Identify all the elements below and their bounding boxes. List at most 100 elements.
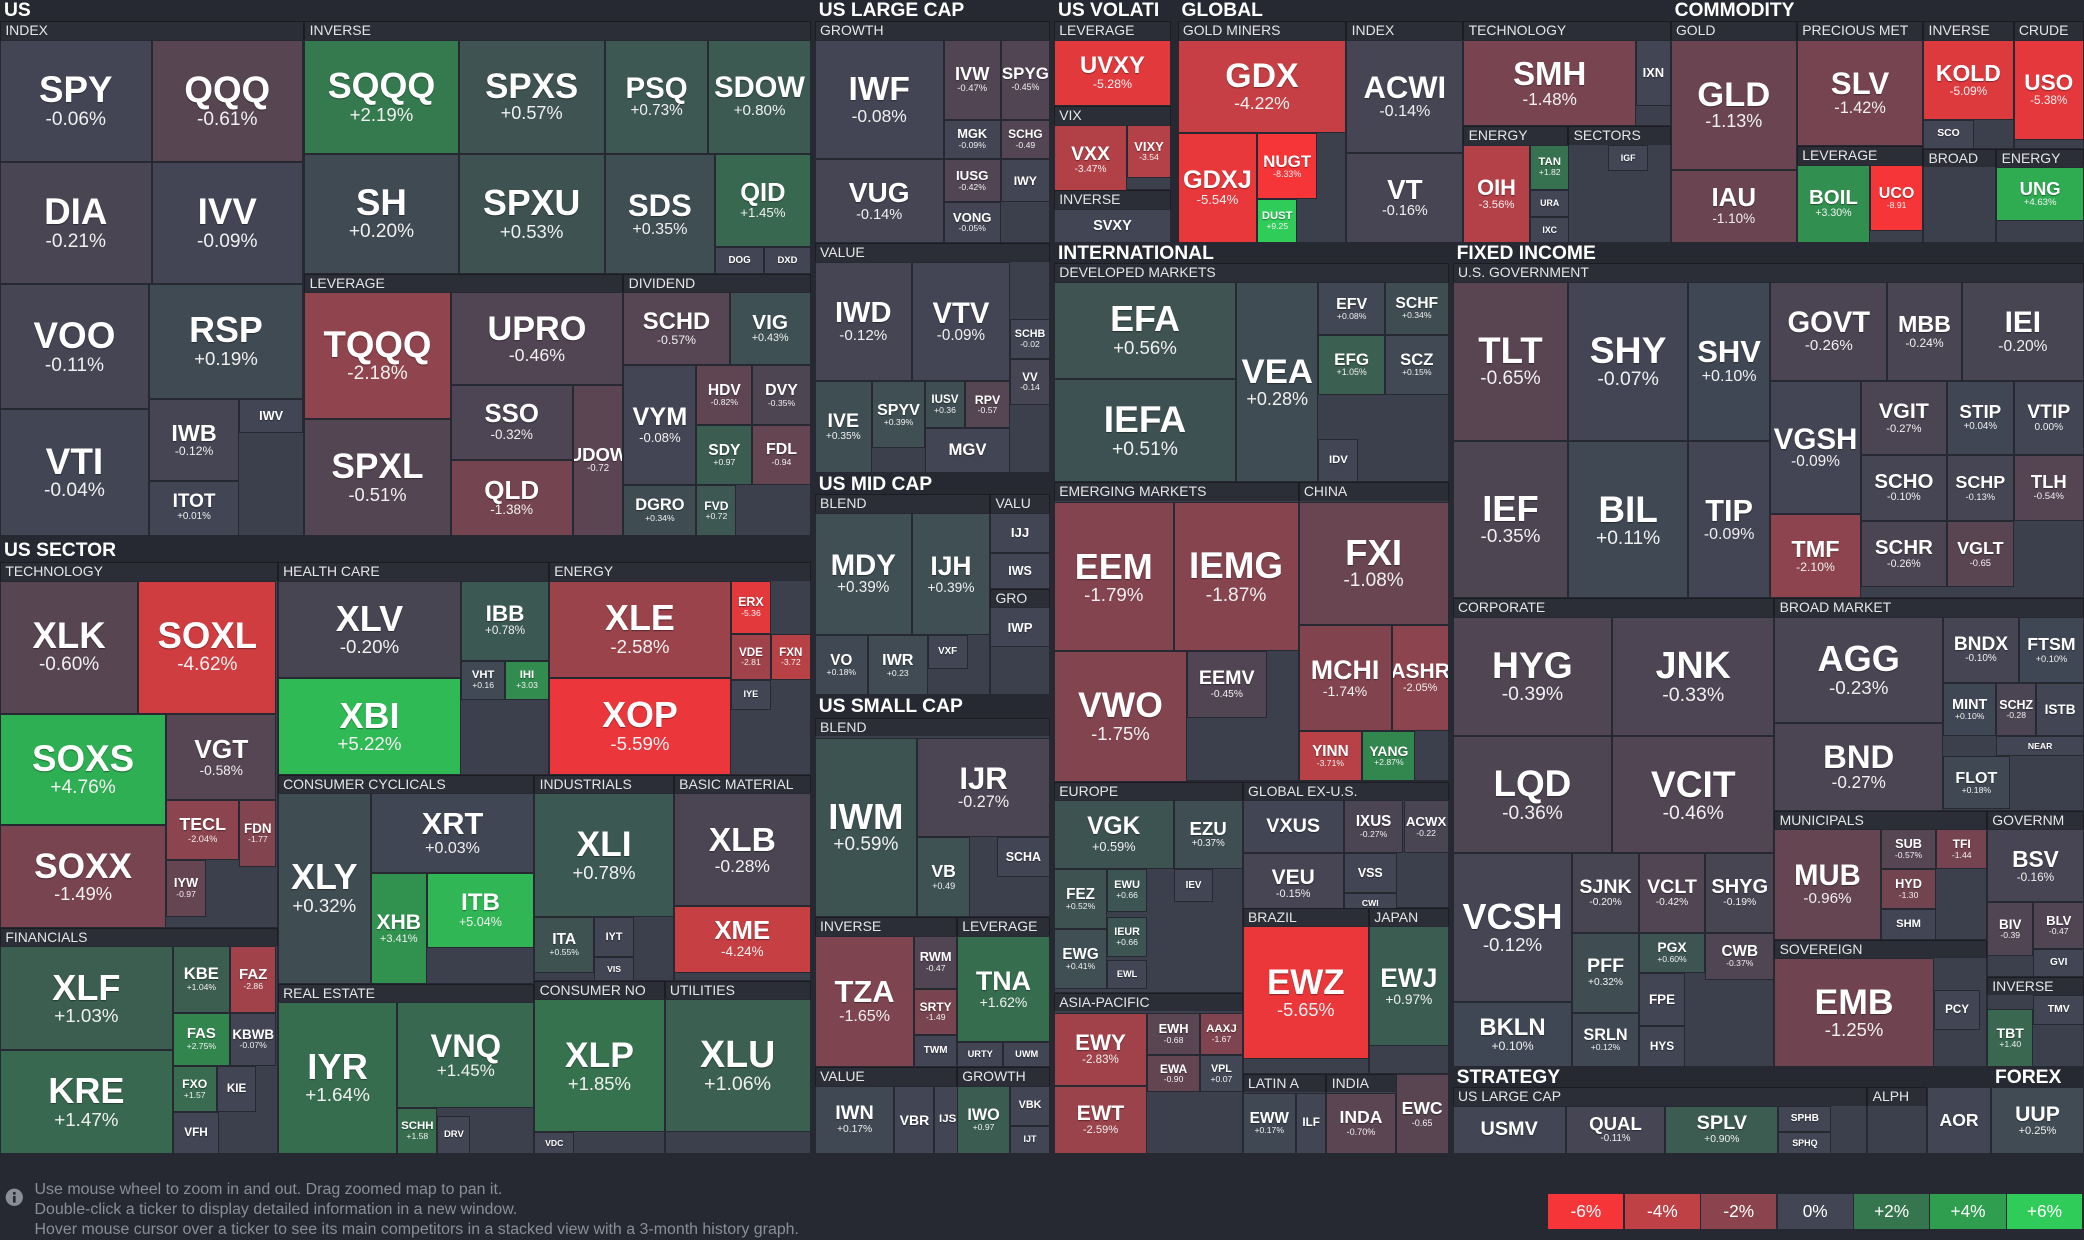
tile[interactable]: XLK -0.60% — [0, 580, 139, 714]
tile[interactable]: PFF +0.32% — [1572, 933, 1639, 1013]
tile[interactable]: TBT +1.40 — [1986, 1008, 2034, 1068]
tile[interactable]: FVD +0.72 — [696, 485, 737, 536]
tile[interactable]: VIG +0.43% — [729, 292, 811, 366]
tile[interactable]: VSS — [1343, 853, 1397, 894]
tile[interactable]: SRTY -1.49 — [914, 988, 957, 1036]
tile[interactable]: BNDX -0.10% — [1943, 616, 2019, 684]
tile[interactable]: MUB -0.96% — [1774, 829, 1881, 940]
tile[interactable]: YINN -3.71% — [1298, 730, 1363, 782]
tile[interactable]: TFI -1.44 — [1936, 829, 1987, 870]
tile[interactable]: FPE — [1638, 972, 1686, 1027]
tile[interactable]: VCLT -0.42% — [1638, 853, 1706, 933]
tile[interactable]: VYM -0.08% — [623, 365, 697, 486]
tile[interactable]: EWA -0.90 — [1146, 1055, 1201, 1093]
tile[interactable]: IWS — [990, 552, 1050, 589]
tile[interactable]: IUSV +0.36 — [925, 381, 965, 428]
tile[interactable]: TMV — [2033, 995, 2084, 1025]
tile[interactable]: VB +0.49 — [917, 837, 971, 918]
tile[interactable]: TLH -0.54% — [2013, 454, 2084, 521]
tile[interactable]: PGX +0.60% — [1638, 933, 1706, 973]
tile[interactable]: IJJ — [990, 513, 1050, 553]
tile[interactable]: VBK — [1010, 1085, 1050, 1126]
tile[interactable]: FAZ -2.86 — [229, 946, 277, 1013]
tile[interactable]: ILF — [1295, 1092, 1327, 1154]
tile[interactable]: FXI -1.08% — [1298, 502, 1449, 625]
tile[interactable]: UWM — [1003, 1042, 1050, 1068]
tile[interactable]: SJNK -0.20% — [1572, 853, 1639, 933]
tile[interactable]: SPYV +0.39% — [871, 381, 926, 448]
tile[interactable]: ERX -5.36 — [730, 580, 771, 634]
tile[interactable]: NEAR — [1996, 736, 2084, 757]
tile[interactable]: VGSH -0.09% — [1770, 381, 1861, 515]
tile[interactable]: VXF — [927, 635, 968, 669]
tile[interactable]: AGG -0.23% — [1774, 616, 1944, 723]
tile[interactable]: XLB -0.28% — [673, 793, 811, 907]
tile[interactable]: XLU +1.06% — [664, 999, 811, 1133]
tile[interactable]: IUSG -0.42% — [943, 159, 1001, 202]
tile[interactable]: IEV — [1173, 869, 1214, 903]
tile[interactable]: SHY -0.07% — [1568, 281, 1688, 442]
tile[interactable]: GOVT -0.26% — [1770, 281, 1888, 382]
tile[interactable]: EWG +0.41% — [1053, 929, 1108, 989]
tile[interactable]: SPY -0.06% — [0, 39, 152, 163]
tile[interactable]: FDN -1.77 — [239, 800, 277, 867]
tile[interactable]: EWT -2.59% — [1053, 1085, 1147, 1154]
tile[interactable]: IJR -0.27% — [917, 737, 1050, 838]
tile[interactable]: FTSM +0.10% — [2018, 616, 2084, 684]
tile[interactable]: RPV -0.57 — [964, 381, 1011, 428]
tile[interactable]: ITA +0.55% — [534, 917, 595, 973]
tile[interactable]: UPRO -0.46% — [450, 292, 624, 386]
tile[interactable]: VIXY -3.54 — [1127, 124, 1171, 179]
tile[interactable]: SOXL -4.62% — [138, 580, 277, 714]
tile[interactable]: SCHP -0.13% — [1947, 454, 2014, 521]
tile[interactable]: VGK +0.59% — [1053, 800, 1174, 870]
tile[interactable]: TWM — [914, 1035, 957, 1068]
tile[interactable]: SCZ +0.15% — [1384, 334, 1449, 395]
tile[interactable]: XME -4.24% — [673, 906, 811, 973]
tile[interactable]: DOG — [715, 247, 765, 274]
tile[interactable]: SCHO -0.10% — [1860, 454, 1948, 521]
tile[interactable]: ACWX -0.22 — [1403, 800, 1449, 854]
tile[interactable]: DIA -0.21% — [0, 162, 152, 285]
tile[interactable]: SHV +0.10% — [1687, 281, 1771, 442]
tile[interactable]: IYT — [594, 917, 634, 957]
tile[interactable]: EWY -2.83% — [1053, 1012, 1147, 1086]
tile[interactable]: IJT — [1010, 1125, 1050, 1154]
tile[interactable]: SCHH +1.58 — [397, 1108, 438, 1154]
tile[interactable]: IXUS -0.27% — [1343, 800, 1404, 854]
tile[interactable]: SHYG -0.19% — [1705, 853, 1775, 933]
tile[interactable]: VOO -0.11% — [0, 284, 149, 410]
tile[interactable]: SCHB -0.02 — [1010, 318, 1050, 359]
tile[interactable]: SDS +0.35% — [604, 154, 716, 274]
tile[interactable]: IWB -0.12% — [148, 398, 240, 482]
tile[interactable]: MDY +0.39% — [814, 513, 912, 636]
tile[interactable]: URTY — [956, 1042, 1004, 1068]
tile[interactable]: ITB +5.04% — [426, 873, 535, 948]
tile[interactable]: URA — [1529, 190, 1570, 217]
tile[interactable]: VGIT -0.27% — [1860, 381, 1948, 455]
tile[interactable]: EWU +0.66 — [1107, 869, 1147, 912]
tile[interactable]: FDL -0.94 — [752, 425, 811, 486]
tile[interactable]: IEI -0.20% — [1961, 281, 2084, 382]
tile[interactable]: MINT +0.10% — [1943, 683, 1997, 737]
tile[interactable]: FEZ +0.52% — [1053, 869, 1108, 930]
tile[interactable]: VIS — [594, 956, 634, 981]
tile[interactable]: IEMG -1.87% — [1173, 502, 1299, 652]
tile[interactable]: IGF — [1608, 144, 1649, 172]
tile[interactable]: QQQ -0.61% — [151, 39, 303, 163]
tile[interactable]: SCHD -0.57% — [623, 292, 730, 366]
tile[interactable]: UNG +4.63% — [1996, 167, 2084, 221]
tile[interactable]: EZU +0.37% — [1173, 800, 1243, 870]
tile[interactable]: ITOT +0.01% — [148, 481, 240, 536]
tile[interactable]: VFH — [172, 1112, 220, 1154]
tile[interactable]: RWM -0.47 — [914, 935, 957, 989]
tile[interactable]: ISTB — [2036, 683, 2084, 737]
tile[interactable]: USO -5.38% — [2013, 39, 2084, 140]
tile[interactable]: IWP — [990, 607, 1050, 648]
tile[interactable]: BIL +0.11% — [1568, 441, 1688, 599]
tile[interactable]: IDV — [1318, 438, 1359, 483]
tile[interactable]: USMV — [1452, 1105, 1566, 1154]
tile[interactable]: EWJ +0.97% — [1368, 926, 1449, 1046]
tile[interactable]: KIE — [216, 1065, 257, 1113]
tile[interactable]: VHT +0.16 — [461, 660, 506, 701]
